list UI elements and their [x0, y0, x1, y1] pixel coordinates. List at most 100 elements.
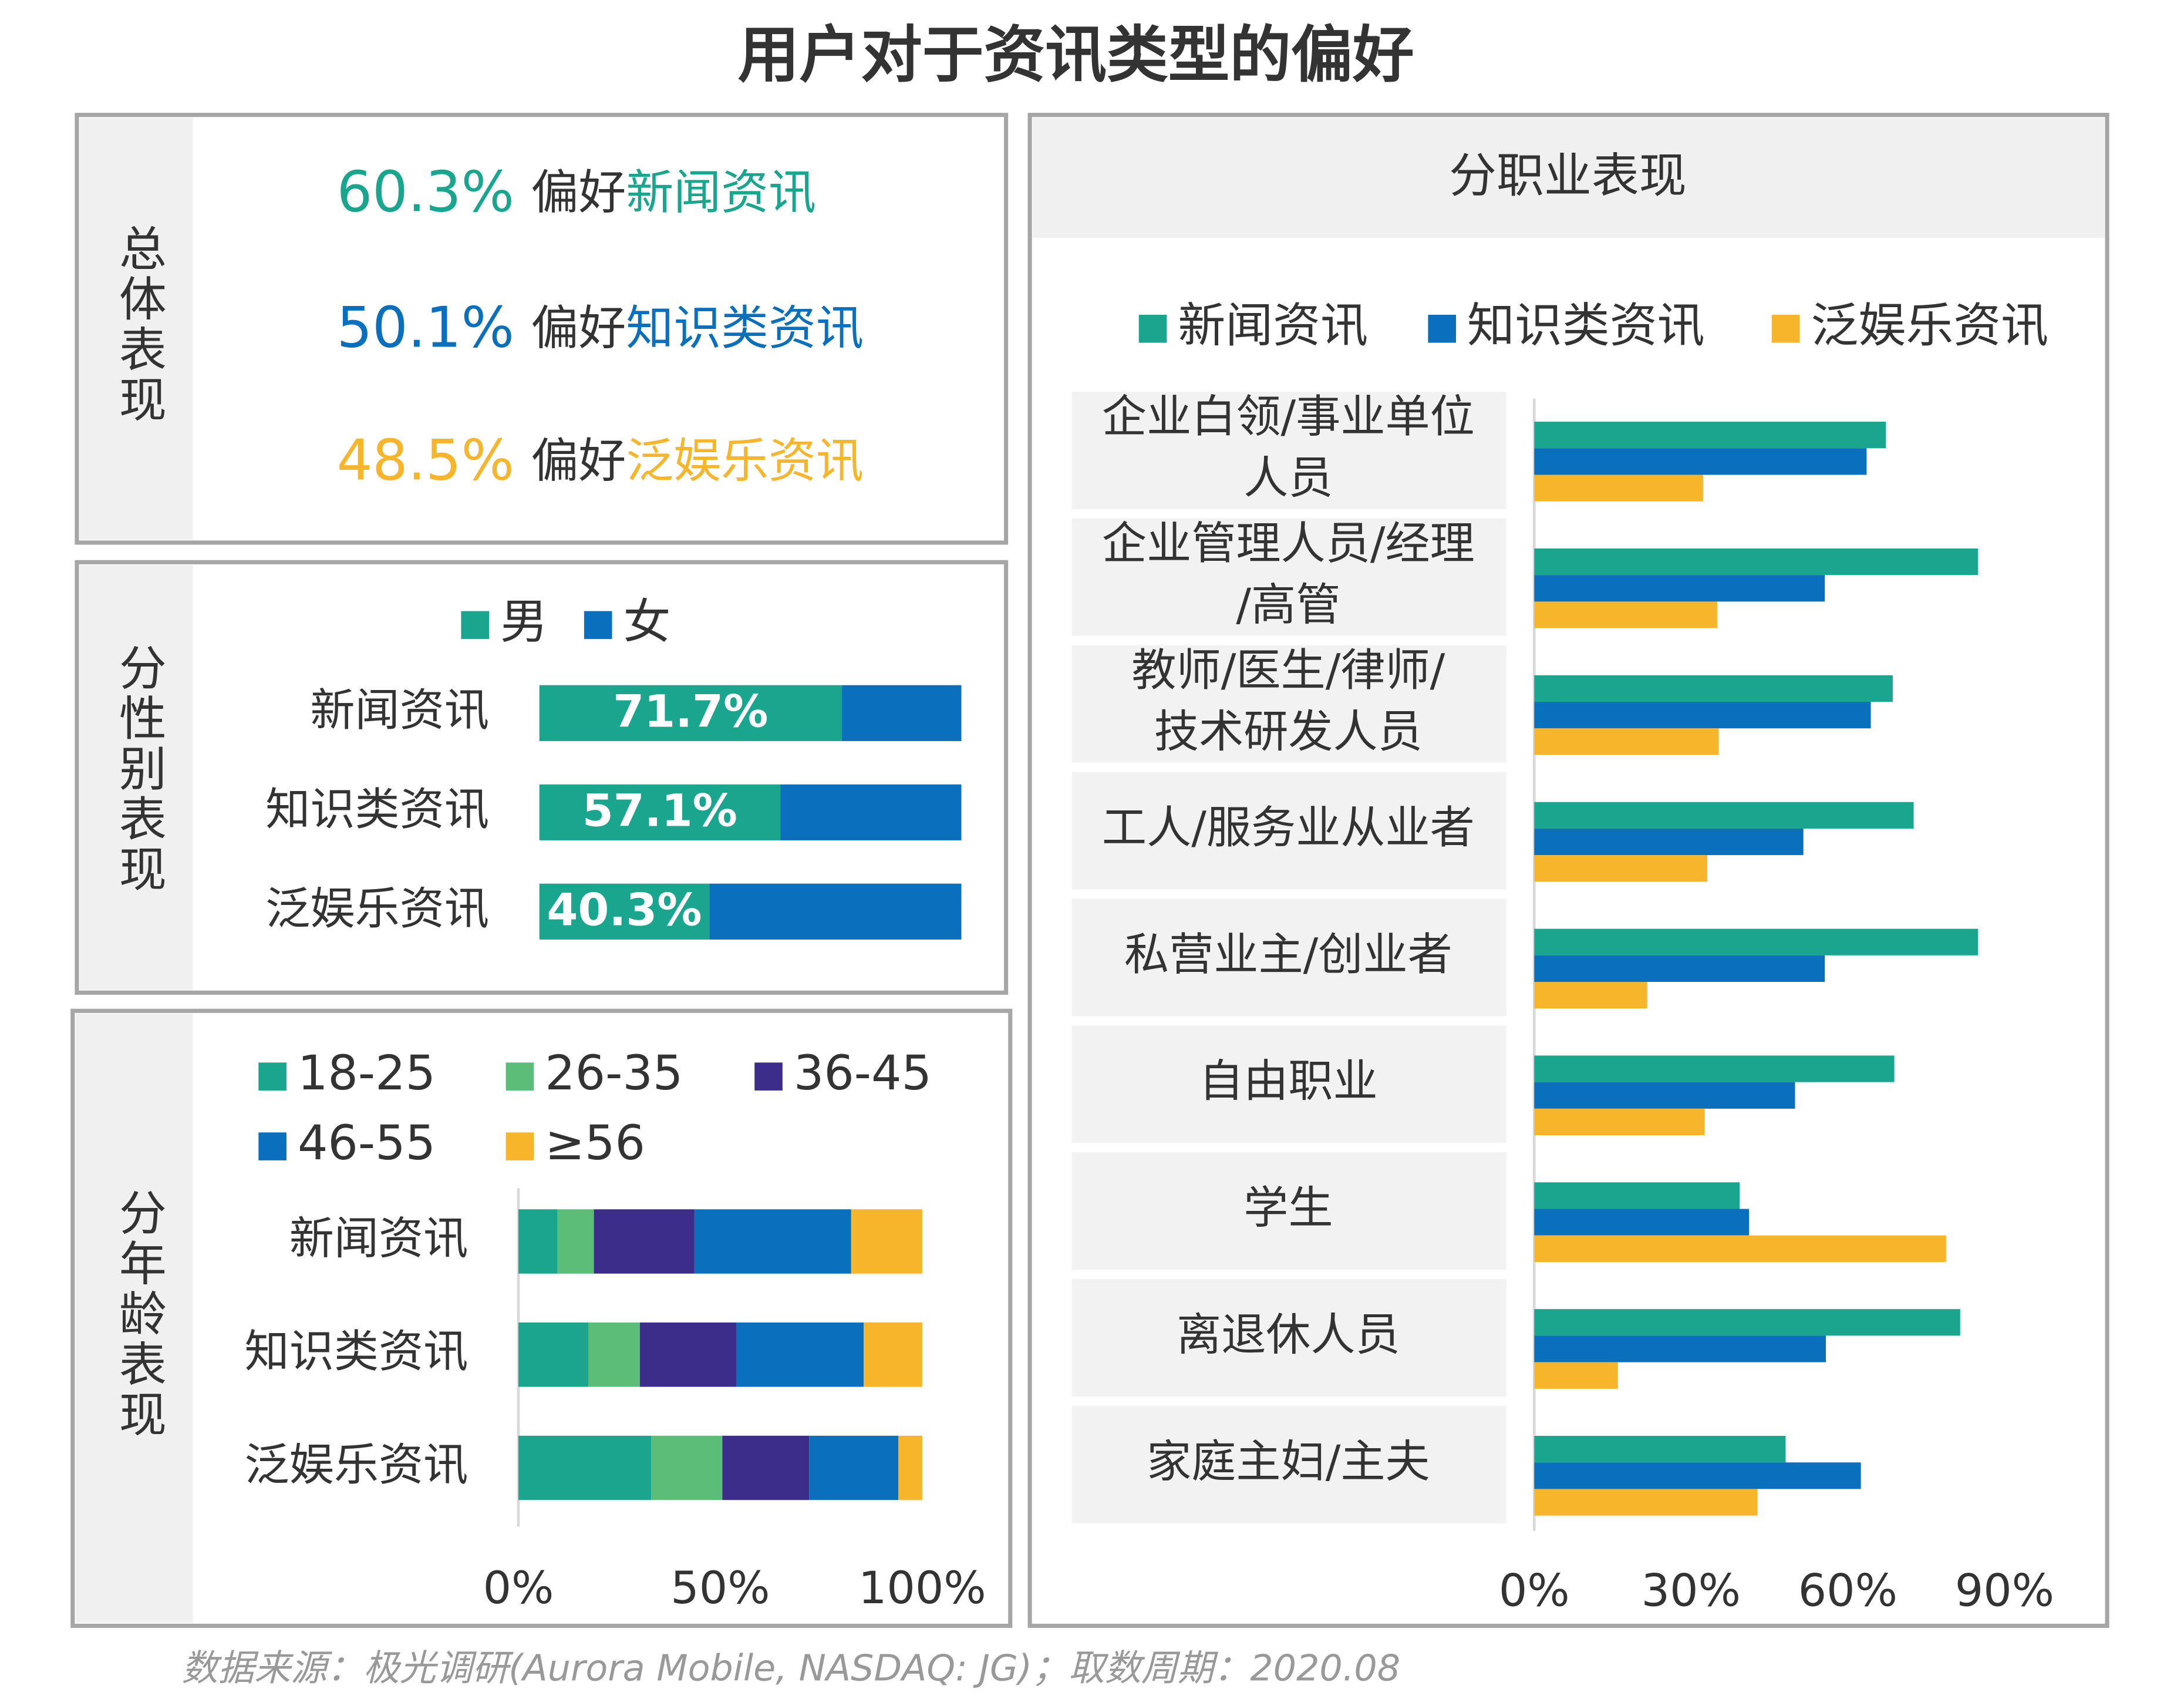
bar: [1534, 1182, 1740, 1209]
category-box: [1071, 518, 1506, 636]
category-label: 知识类资讯: [265, 783, 489, 835]
bar: [1534, 575, 1825, 602]
summary-line: 60.3% 偏好新闻资讯: [337, 160, 816, 225]
bar-segment: [651, 1435, 723, 1500]
bar-segment: [539, 784, 781, 840]
category-label: 企业白领/事业单位人员: [1102, 391, 1475, 504]
category-line: 教师/医生/律师/: [1131, 644, 1445, 696]
bar-segment: [539, 883, 710, 940]
legend-swatch: [1428, 315, 1456, 343]
bar-segment: [722, 1435, 810, 1500]
value-label: 40.3%: [547, 884, 702, 936]
bar: [1534, 955, 1825, 982]
bar: [1534, 601, 1717, 628]
legend-label: 36-45: [794, 1046, 932, 1101]
category-label: 教师/医生/律师/技术研发人员: [1131, 644, 1445, 758]
x-tick-label: 90%: [1955, 1564, 2054, 1617]
summary-line: 48.5% 偏好泛娱乐资讯: [337, 429, 864, 493]
bar: [1534, 802, 1914, 829]
panel-label: 分职业表现: [1449, 149, 1687, 204]
bar: [1534, 548, 1979, 576]
bar: [1534, 1108, 1705, 1136]
bar-segment: [864, 1323, 922, 1387]
category-box: [1071, 645, 1506, 763]
summary-text: 偏好: [531, 434, 626, 489]
value-label: 57.1%: [582, 785, 737, 837]
bar: [1534, 1335, 1826, 1362]
panel: [75, 113, 1009, 545]
legend-swatch: [1771, 315, 1800, 343]
summary-value: 50.1%: [337, 295, 514, 360]
category-label: 自由职业: [1199, 1055, 1378, 1107]
bar: [1534, 1235, 1946, 1262]
legend-swatch: [754, 1062, 783, 1091]
legend-swatch: [258, 1062, 287, 1091]
bar: [1534, 675, 1893, 702]
bar-segment: [851, 1209, 922, 1274]
bar: [1534, 728, 1719, 755]
summary-category: 新闻资讯: [626, 166, 816, 221]
panel-strip: [79, 565, 193, 990]
bar-segment: [709, 883, 962, 940]
category-box: [1071, 772, 1506, 890]
category-label: 新闻资讯: [289, 1212, 469, 1264]
summary-value: 60.3%: [337, 160, 514, 225]
legend-swatch: [1138, 315, 1167, 343]
bar-segment: [640, 1323, 737, 1387]
bar: [1534, 702, 1871, 729]
bar-segment: [736, 1323, 864, 1387]
category-label: 新闻资讯: [310, 684, 489, 736]
summary-text: 偏好: [531, 166, 626, 221]
value-label: 71.7%: [613, 685, 768, 738]
summary-value: 48.5%: [337, 429, 514, 493]
category-label: 企业管理人员/经理/高管: [1102, 517, 1475, 631]
bar-segment: [518, 1435, 652, 1500]
legend-label: 女: [623, 594, 670, 650]
panel-label: 总体表现: [111, 224, 166, 425]
category-label: 泛娱乐资讯: [245, 1439, 469, 1491]
summary-line: 50.1% 偏好知识类资讯: [337, 295, 864, 360]
title: 用户对于资讯类型的偏好: [738, 19, 1414, 90]
category-box: [1071, 1025, 1506, 1143]
bar: [1534, 1309, 1960, 1336]
bar: [1534, 828, 1804, 856]
bar-segment: [780, 784, 962, 840]
category-line: 企业白领/事业单位: [1102, 391, 1475, 443]
legend-label: 新闻资讯: [1178, 298, 1368, 354]
bar-segment: [809, 1435, 899, 1500]
legend-label: ≥56: [545, 1116, 645, 1171]
bar-segment: [694, 1209, 851, 1274]
source: 数据来源：极光调研(Aurora Mobile, NASDAQ: JG)；取数周…: [181, 1647, 1400, 1690]
category-line: /高管: [1236, 578, 1340, 631]
legend-swatch: [584, 611, 612, 640]
bar: [1534, 1462, 1861, 1489]
legend-label: 46-55: [298, 1116, 436, 1171]
panel-label: 分性别表现: [111, 643, 166, 894]
legend-swatch: [258, 1132, 287, 1160]
category-label: 泛娱乐资讯: [265, 882, 489, 934]
bar: [1534, 928, 1979, 955]
bar: [1534, 982, 1647, 1009]
bar: [1534, 422, 1886, 449]
category-box: [1071, 899, 1506, 1017]
category-box: [1071, 1279, 1506, 1396]
category-label: 离退休人员: [1177, 1308, 1400, 1361]
bar-segment: [842, 685, 962, 741]
bar-segment: [518, 1323, 588, 1387]
bar-segment: [539, 685, 842, 741]
summary-category: 泛娱乐资讯: [626, 434, 864, 489]
bar: [1534, 1436, 1786, 1463]
category-line: 技术研发人员: [1154, 705, 1423, 758]
x-tick-label: 0%: [1499, 1564, 1570, 1617]
category-box: [1071, 1405, 1506, 1523]
category-line: 人员: [1243, 452, 1333, 504]
bar: [1534, 448, 1867, 475]
panel-strip: [75, 1014, 193, 1623]
x-tick-label: 30%: [1642, 1564, 1741, 1617]
bar: [1534, 1082, 1795, 1109]
bar-segment: [518, 1209, 558, 1274]
bar: [1534, 1209, 1750, 1236]
summary-category: 知识类资讯: [626, 301, 864, 356]
